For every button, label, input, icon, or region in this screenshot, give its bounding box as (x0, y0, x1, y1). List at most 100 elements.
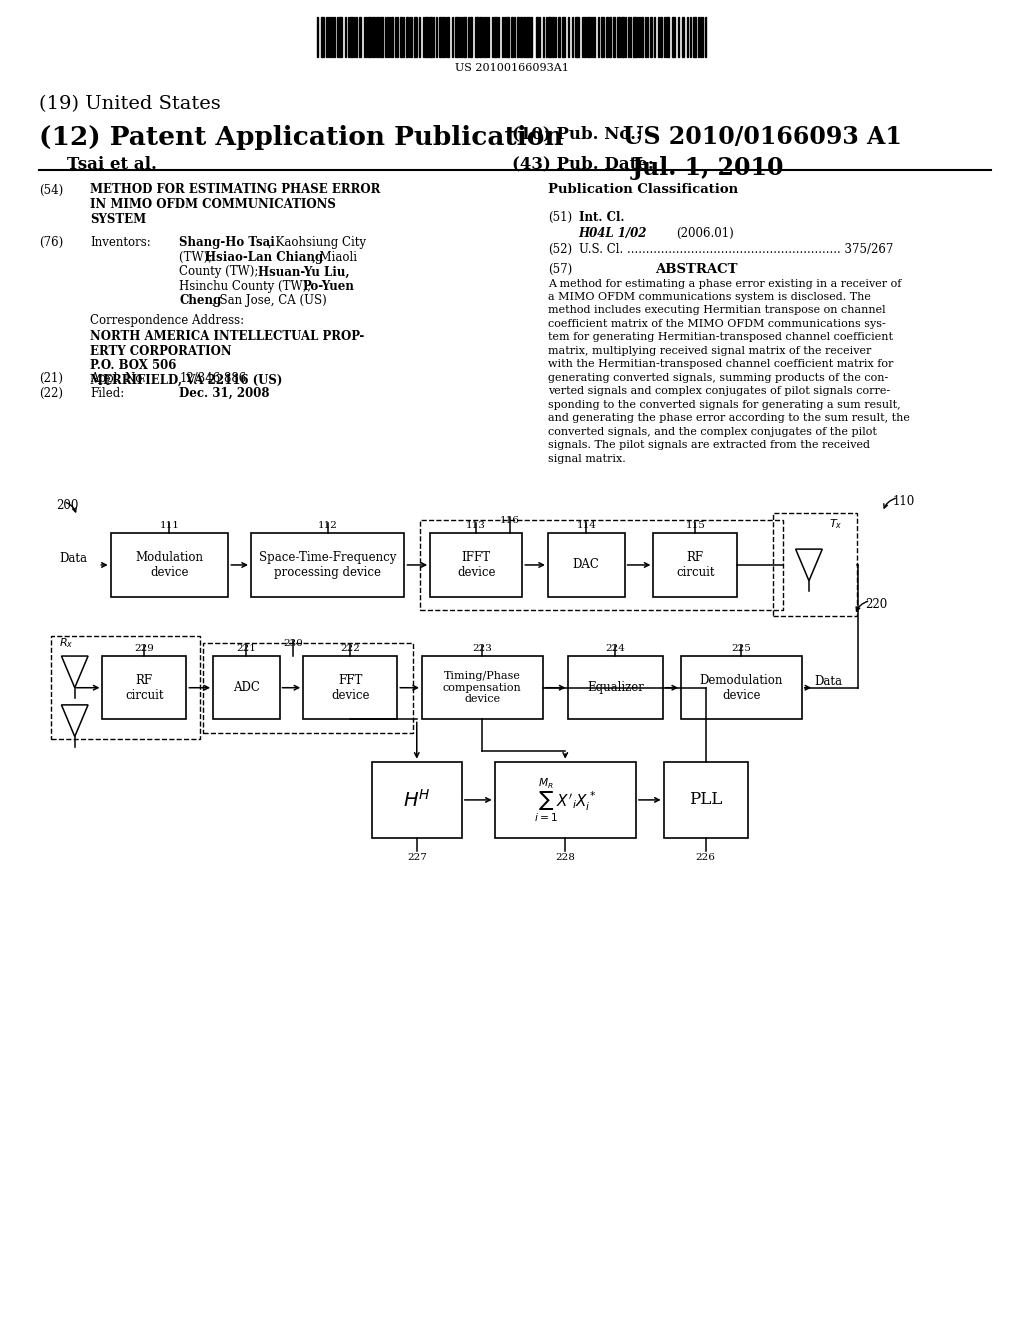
Bar (406, 17, 408, 57)
Text: Timing/Phase
compensation
device: Timing/Phase compensation device (443, 671, 521, 705)
Text: Jul. 1, 2010: Jul. 1, 2010 (632, 156, 784, 180)
Text: 230: 230 (283, 639, 303, 648)
Bar (372, 762, 462, 838)
Bar (321, 17, 324, 57)
Text: 222: 222 (340, 644, 360, 653)
Text: sponding to the converted signals for generating a sum result,: sponding to the converted signals for ge… (548, 400, 900, 409)
Text: , Kaohsiung City: , Kaohsiung City (268, 236, 367, 249)
Bar (317, 17, 318, 57)
Bar (492, 17, 493, 57)
Bar (389, 17, 390, 57)
Text: , San Jose, CA (US): , San Jose, CA (US) (212, 294, 327, 308)
Bar (445, 17, 446, 57)
Text: , Miaoli: , Miaoli (312, 251, 357, 264)
Bar (366, 17, 367, 57)
Bar (587, 17, 590, 57)
Text: coefficient matrix of the MIMO OFDM communications sys-: coefficient matrix of the MIMO OFDM comm… (548, 319, 886, 329)
Text: Data: Data (59, 552, 87, 565)
Bar (681, 656, 802, 719)
Bar (506, 17, 509, 57)
Bar (350, 17, 353, 57)
Bar (606, 17, 608, 57)
Bar (572, 17, 573, 57)
Bar (548, 17, 551, 57)
Bar (326, 17, 327, 57)
Bar (203, 643, 413, 733)
Bar (621, 17, 624, 57)
Text: (10) Pub. No.:: (10) Pub. No.: (512, 125, 642, 143)
Bar (498, 17, 499, 57)
Text: RF
circuit: RF circuit (676, 550, 715, 579)
Bar (593, 17, 595, 57)
Bar (102, 656, 186, 719)
Bar (470, 17, 472, 57)
Text: ADC: ADC (232, 681, 260, 694)
Text: generating converted signals, summing products of the con-: generating converted signals, summing pr… (548, 372, 888, 383)
Bar (523, 17, 525, 57)
Bar (447, 17, 449, 57)
Bar (548, 533, 625, 597)
Bar (332, 17, 333, 57)
Bar (111, 533, 228, 597)
Text: (22): (22) (39, 387, 62, 400)
Bar (705, 17, 706, 57)
Text: 114: 114 (577, 521, 596, 531)
Bar (601, 17, 604, 57)
Bar (613, 17, 615, 57)
Bar (552, 17, 554, 57)
Bar (630, 17, 631, 57)
Text: Data: Data (814, 675, 842, 688)
Bar (385, 17, 386, 57)
Bar (339, 17, 342, 57)
Text: (54): (54) (39, 183, 63, 197)
Bar (452, 17, 453, 57)
Text: METHOD FOR ESTIMATING PHASE ERROR
IN MIMO OFDM COMMUNICATIONS
SYSTEM: METHOD FOR ESTIMATING PHASE ERROR IN MIM… (90, 183, 381, 227)
Text: Space-Time-Frequency
processing device: Space-Time-Frequency processing device (259, 550, 396, 579)
Bar (639, 17, 640, 57)
Bar (654, 17, 655, 57)
Text: IFFT
device: IFFT device (457, 550, 496, 579)
Bar (334, 17, 335, 57)
Bar (582, 17, 583, 57)
Bar (690, 17, 691, 57)
Bar (461, 17, 462, 57)
Text: 223: 223 (472, 644, 493, 653)
Bar (455, 17, 458, 57)
Bar (526, 17, 529, 57)
Text: method includes executing Hermitian transpose on channel: method includes executing Hermitian tran… (548, 305, 886, 315)
Text: NORTH AMERICA INTELLECTUAL PROP-: NORTH AMERICA INTELLECTUAL PROP- (90, 330, 365, 343)
Text: 227: 227 (407, 853, 427, 862)
Bar (251, 533, 404, 597)
Bar (504, 17, 505, 57)
Bar (423, 17, 424, 57)
Bar (502, 17, 503, 57)
Bar (664, 17, 665, 57)
Bar (693, 17, 696, 57)
Text: Dec. 31, 2008: Dec. 31, 2008 (179, 387, 269, 400)
Text: 225: 225 (731, 644, 752, 653)
Text: 112: 112 (317, 521, 338, 531)
Bar (303, 656, 397, 719)
Text: Correspondence Address:: Correspondence Address: (90, 314, 245, 327)
Bar (372, 17, 374, 57)
Bar (403, 17, 404, 57)
Text: and generating the phase error according to the sum result, the: and generating the phase error according… (548, 413, 909, 424)
Bar (641, 17, 643, 57)
Text: converted signals, and the complex conjugates of the pilot: converted signals, and the complex conju… (548, 426, 877, 437)
Text: (19) United States: (19) United States (39, 95, 220, 114)
Bar (546, 17, 547, 57)
Text: Filed:: Filed: (90, 387, 124, 400)
Bar (555, 17, 556, 57)
Bar (411, 17, 412, 57)
Bar (364, 17, 365, 57)
Text: (12) Patent Application Publication: (12) Patent Application Publication (39, 125, 563, 150)
Bar (486, 17, 487, 57)
Bar (700, 17, 701, 57)
Bar (439, 17, 441, 57)
Bar (653, 533, 737, 597)
Bar (330, 17, 331, 57)
Bar (625, 17, 626, 57)
Text: U.S. Cl. ......................................................... 375/267: U.S. Cl. ...............................… (579, 243, 893, 256)
Bar (420, 520, 783, 610)
Text: MERRIFIELD, VA 22116 (US): MERRIFIELD, VA 22116 (US) (90, 374, 283, 387)
